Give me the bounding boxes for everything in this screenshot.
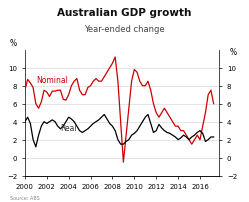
Text: Year-ended change: Year-ended change	[84, 25, 165, 34]
Text: Real: Real	[60, 123, 76, 132]
Text: Australian GDP growth: Australian GDP growth	[57, 8, 192, 18]
Y-axis label: %: %	[10, 39, 17, 48]
Y-axis label: %: %	[229, 48, 236, 57]
Text: Nominal: Nominal	[36, 76, 68, 85]
Text: Source: ABS: Source: ABS	[10, 195, 40, 200]
